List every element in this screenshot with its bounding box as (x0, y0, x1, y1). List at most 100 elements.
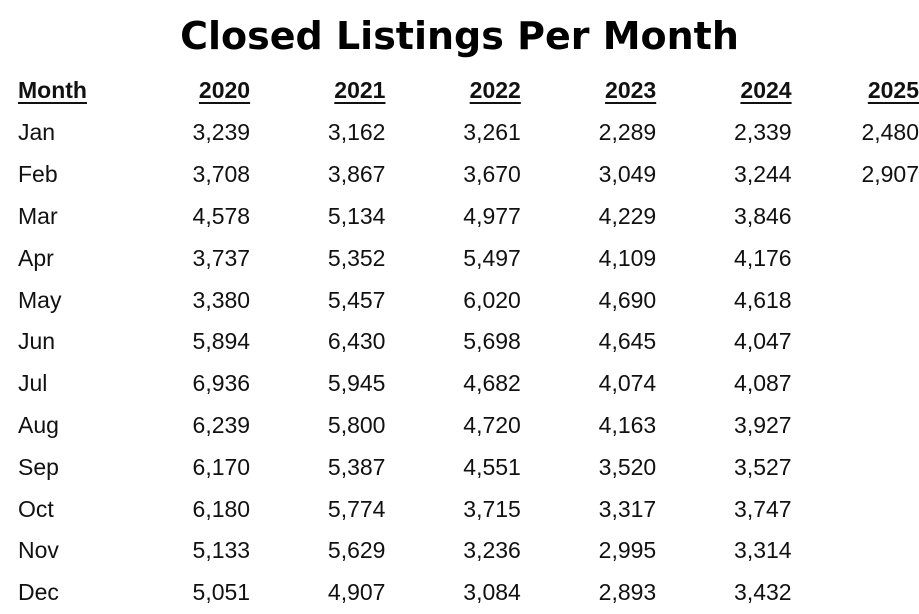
value-cell: 4,578 (192, 202, 251, 229)
table-row: Apr 3,737 5,352 5,497 4,109 4,176 (0, 237, 919, 279)
value-cell: 6,170 (192, 453, 251, 480)
value-cell: 3,049 (598, 161, 657, 188)
value-cell: 2,480 (861, 119, 919, 146)
value-cell: 4,074 (598, 370, 657, 397)
table-row: Sep 6,170 5,387 4,551 3,520 3,527 (0, 446, 919, 488)
value-cell: 3,317 (598, 495, 657, 522)
value-cell: 6,020 (463, 286, 521, 313)
value-cell: 2,289 (598, 119, 657, 146)
month-cell: Dec (18, 579, 59, 606)
value-cell (792, 279, 919, 321)
month-cell: Apr (18, 244, 54, 271)
value-cell: 4,682 (463, 370, 521, 397)
month-cell: Mar (18, 202, 58, 229)
value-cell: 3,708 (192, 161, 251, 188)
value-cell: 5,698 (463, 328, 521, 355)
value-cell: 5,497 (463, 244, 521, 271)
value-cell (792, 446, 919, 488)
value-cell: 3,244 (734, 161, 792, 188)
month-cell: Nov (18, 537, 59, 564)
column-header-year: 2023 (605, 76, 657, 103)
value-cell: 6,430 (327, 328, 386, 355)
value-cell: 4,109 (598, 244, 657, 271)
value-cell: 4,047 (734, 328, 792, 355)
value-cell: 4,551 (463, 453, 521, 480)
value-cell: 4,907 (327, 579, 386, 606)
table-row: Aug 6,239 5,800 4,720 4,163 3,927 (0, 405, 919, 447)
value-cell (792, 572, 919, 614)
value-cell: 4,977 (463, 202, 521, 229)
month-cell: Feb (18, 161, 58, 188)
table-row: Jul 6,936 5,945 4,682 4,074 4,087 (0, 363, 919, 405)
value-cell: 5,387 (327, 453, 386, 480)
value-cell: 3,520 (598, 453, 657, 480)
value-cell: 4,618 (734, 286, 792, 313)
value-cell: 4,720 (463, 411, 521, 438)
value-cell: 3,747 (734, 495, 792, 522)
value-cell: 2,907 (861, 161, 919, 188)
value-cell: 3,432 (734, 579, 792, 606)
value-cell: 3,737 (192, 244, 251, 271)
value-cell: 3,846 (734, 202, 792, 229)
table-row: Dec 5,051 4,907 3,084 2,893 3,432 (0, 572, 919, 614)
value-cell: 5,800 (327, 411, 386, 438)
column-header-year: 2025 (867, 76, 919, 103)
value-cell: 5,774 (327, 495, 386, 522)
table-row: Oct 6,180 5,774 3,715 3,317 3,747 (0, 488, 919, 530)
value-cell: 3,927 (734, 411, 792, 438)
table-row: Feb 3,708 3,867 3,670 3,049 3,244 2,907 (0, 154, 919, 196)
column-header-month: Month (18, 76, 87, 103)
month-cell: Oct (18, 495, 54, 522)
value-cell: 5,457 (327, 286, 386, 313)
page-title: Closed Listings Per Month (180, 14, 739, 58)
table-row: May 3,380 5,457 6,020 4,690 4,618 (0, 279, 919, 321)
value-cell: 4,176 (734, 244, 792, 271)
value-cell: 5,134 (327, 202, 386, 229)
value-cell: 6,936 (192, 370, 251, 397)
month-cell: Jan (18, 119, 56, 146)
value-cell: 5,051 (192, 579, 251, 606)
value-cell: 3,236 (463, 537, 521, 564)
value-cell: 3,867 (327, 161, 386, 188)
value-cell (792, 488, 919, 530)
table-row: Jan 3,239 3,162 3,261 2,289 2,339 2,480 (0, 112, 919, 154)
value-cell: 5,133 (192, 537, 251, 564)
value-cell: 3,380 (192, 286, 251, 313)
value-cell (792, 363, 919, 405)
value-cell: 5,894 (192, 328, 251, 355)
value-cell: 3,670 (463, 161, 521, 188)
value-cell: 2,995 (598, 537, 657, 564)
column-header-year: 2020 (198, 76, 251, 103)
value-cell: 3,261 (463, 119, 521, 146)
value-cell (792, 405, 919, 447)
value-cell: 2,339 (734, 119, 792, 146)
value-cell: 4,163 (598, 411, 657, 438)
value-cell (792, 321, 919, 363)
value-cell (792, 237, 919, 279)
table-row: Mar 4,578 5,134 4,977 4,229 3,846 (0, 196, 919, 238)
value-cell: 3,527 (734, 453, 792, 480)
value-cell: 5,629 (327, 537, 386, 564)
month-cell: May (18, 286, 62, 313)
month-cell: Jun (18, 328, 56, 355)
value-cell: 3,084 (463, 579, 521, 606)
value-cell: 5,945 (327, 370, 386, 397)
value-cell: 6,239 (192, 411, 251, 438)
value-cell: 4,229 (598, 202, 657, 229)
value-cell: 3,314 (734, 537, 792, 564)
header-row: Month 2020 2021 2022 2023 2024 2025 (0, 68, 919, 112)
value-cell (792, 530, 919, 572)
value-cell: 3,239 (192, 119, 251, 146)
value-cell: 2,893 (598, 579, 657, 606)
value-cell: 5,352 (327, 244, 386, 271)
month-cell: Sep (18, 453, 59, 480)
table-row: Nov 5,133 5,629 3,236 2,995 3,314 (0, 530, 919, 572)
column-header-year: 2024 (740, 76, 792, 103)
table-row: Jun 5,894 6,430 5,698 4,645 4,047 (0, 321, 919, 363)
value-cell: 6,180 (192, 495, 251, 522)
month-cell: Aug (18, 411, 59, 438)
value-cell (792, 196, 919, 238)
value-cell: 3,162 (327, 119, 386, 146)
month-cell: Jul (18, 370, 48, 397)
value-cell: 4,645 (598, 328, 657, 355)
